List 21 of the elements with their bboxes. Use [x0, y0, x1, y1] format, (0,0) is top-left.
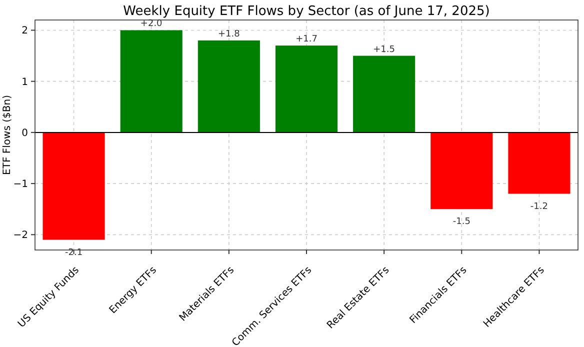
data-label: +1.8 — [218, 29, 240, 40]
y-tick-label: 1 — [22, 76, 28, 88]
bar — [353, 56, 416, 132]
y-tick-label: −1 — [13, 179, 28, 190]
bar — [430, 132, 493, 210]
bar — [275, 46, 338, 132]
y-tick-label: 2 — [22, 26, 28, 37]
y-axis-title: ETF Flows ($Bn) — [2, 94, 13, 175]
data-label: +1.7 — [296, 34, 318, 45]
data-label: +1.5 — [373, 44, 395, 55]
y-tick-label: −2 — [13, 230, 28, 242]
bar — [120, 30, 182, 132]
chart-title: Weekly Equity ETF Flows by Sector (as of June 17, 2025) — [123, 4, 490, 19]
bar — [198, 40, 260, 132]
data-label: +2.0 — [140, 19, 163, 30]
bar — [42, 132, 105, 240]
data-label: -1.5 — [452, 217, 470, 228]
data-label: -2.1 — [65, 248, 83, 258]
bar — [508, 132, 570, 194]
y-tick-label: 0 — [22, 128, 28, 139]
data-label: -1.2 — [530, 202, 548, 212]
